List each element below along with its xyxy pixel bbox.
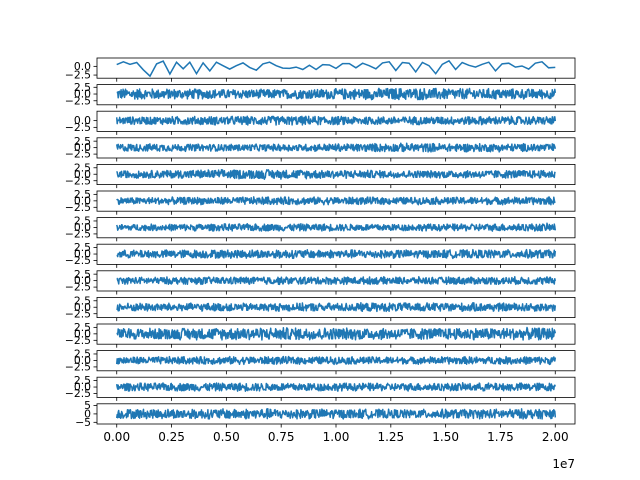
x-tick-label-7: 1.50 <box>432 430 459 444</box>
y-tick-label-9-3: −2.5 <box>65 281 91 294</box>
y-tick-label-7-3: −2.5 <box>65 228 91 241</box>
y-tick-label-10-3: −2.5 <box>65 307 91 320</box>
x-tick-label-3: 0.50 <box>213 430 240 444</box>
series-line-5 <box>116 168 556 180</box>
y-tick-label-6-1: 2.5 <box>74 188 91 201</box>
y-tick-label-3-2: −2.5 <box>65 121 91 134</box>
subplot-8: 2.50.0−2.5 <box>65 241 576 268</box>
y-tick-label-11-3: −2.5 <box>65 334 91 347</box>
x-tick-label-4: 0.75 <box>268 430 295 444</box>
y-tick-label-1-2: −2.5 <box>65 69 91 82</box>
y-tick-label-14-2: 0 <box>84 408 91 421</box>
x-tick-label-9: 2.00 <box>542 430 569 444</box>
y-tick-label-5-3: −2.5 <box>65 174 91 187</box>
series-line-11 <box>116 326 557 341</box>
subplot-12: 2.50.0−2.5 <box>65 348 576 375</box>
series-line-14 <box>115 408 557 420</box>
subplot-4: 2.50.0−2.5 <box>65 135 576 162</box>
y-tick-label-2-2: 0.0 <box>74 88 91 101</box>
series-line-7 <box>115 222 557 232</box>
subplot-10: 2.50.0−2.5 <box>65 294 576 322</box>
y-tick-label-9-2: 0.0 <box>74 274 91 287</box>
y-tick-label-2-1: 2.5 <box>74 81 91 94</box>
x-tick-label-5: 1.00 <box>323 430 350 444</box>
subplot-11: 2.50.0−2.5 <box>65 321 576 348</box>
series-line-8 <box>116 248 557 260</box>
y-tick-label-2-3: −2.5 <box>65 94 91 107</box>
y-tick-label-6-3: −2.5 <box>65 201 91 214</box>
y-tick-label-9-1: 2.5 <box>74 268 91 281</box>
subplots: 0.0−2.52.50.0−2.50.0−2.52.50.0−2.52.50.0… <box>65 57 576 429</box>
y-tick-label-6-2: 0.0 <box>74 194 91 207</box>
y-tick-label-5-1: 2.5 <box>74 161 91 174</box>
subplot-2: 2.50.0−2.5 <box>65 81 576 109</box>
y-tick-label-8-1: 2.5 <box>74 241 91 254</box>
subplot-7: 2.50.0−2.5 <box>65 215 576 242</box>
subplot-5: 2.50.0−2.5 <box>65 161 576 189</box>
series-line-4 <box>115 142 557 153</box>
y-tick-label-13-2: 0.0 <box>74 381 91 394</box>
subplot-9: 2.50.0−2.5 <box>65 268 576 295</box>
y-tick-label-11-2: 0.0 <box>74 327 91 340</box>
y-tick-label-12-3: −2.5 <box>65 361 91 374</box>
y-tick-label-5-2: 0.0 <box>74 168 91 181</box>
y-tick-label-14-3: −5 <box>75 416 91 429</box>
series-line-12 <box>115 355 557 366</box>
y-tick-label-4-3: −2.5 <box>65 148 91 161</box>
y-tick-label-13-1: 2.5 <box>74 374 91 387</box>
shared-x-axis: 0.00 0.25 0.50 0.75 1.00 1.25 1.50 1.75 2.00 <box>103 430 568 444</box>
y-tick-label-8-3: −2.5 <box>65 254 91 267</box>
series-line-9 <box>116 276 557 286</box>
y-tick-label-4-1: 2.5 <box>74 135 91 148</box>
x-offset-text: 1e7 <box>552 457 575 471</box>
y-tick-label-4-2: 0.0 <box>74 141 91 154</box>
series-line-10 <box>116 302 557 313</box>
x-tick-label-8: 1.75 <box>487 430 514 444</box>
series-line-13 <box>115 382 557 392</box>
series-line-3 <box>115 115 557 126</box>
y-tick-label-12-1: 2.5 <box>74 348 91 361</box>
y-tick-label-7-2: 0.0 <box>74 221 91 234</box>
y-tick-label-12-2: 0.0 <box>74 354 91 367</box>
series-line-1 <box>116 59 556 78</box>
x-tick-label-1: 0.00 <box>103 430 130 444</box>
x-tick-label-6: 1.25 <box>377 430 404 444</box>
y-tick-label-11-1: 2.5 <box>74 321 91 334</box>
y-tick-label-8-2: 0.0 <box>74 248 91 261</box>
x-tick-label-2: 0.25 <box>158 430 185 444</box>
y-tick-label-13-3: −2.5 <box>65 387 91 400</box>
y-tick-label-7-1: 2.5 <box>74 215 91 228</box>
subplot-1: 0.0−2.5 <box>65 57 576 82</box>
y-tick-label-10-2: 0.0 <box>74 301 91 314</box>
y-tick-label-3-1: 0.0 <box>74 114 91 127</box>
y-tick-label-14-1: 5 <box>84 399 91 412</box>
subplot-14: 50−5 <box>75 399 576 429</box>
series-line-6 <box>116 196 556 206</box>
subplot-6: 2.50.0−2.5 <box>65 188 576 215</box>
series-line-2 <box>116 87 557 101</box>
y-tick-label-10-1: 2.5 <box>74 294 91 307</box>
subplot-13: 2.50.0−2.5 <box>65 374 576 401</box>
y-tick-label-1-1: 0.0 <box>74 60 91 73</box>
subplot-3: 0.0−2.5 <box>65 110 576 135</box>
